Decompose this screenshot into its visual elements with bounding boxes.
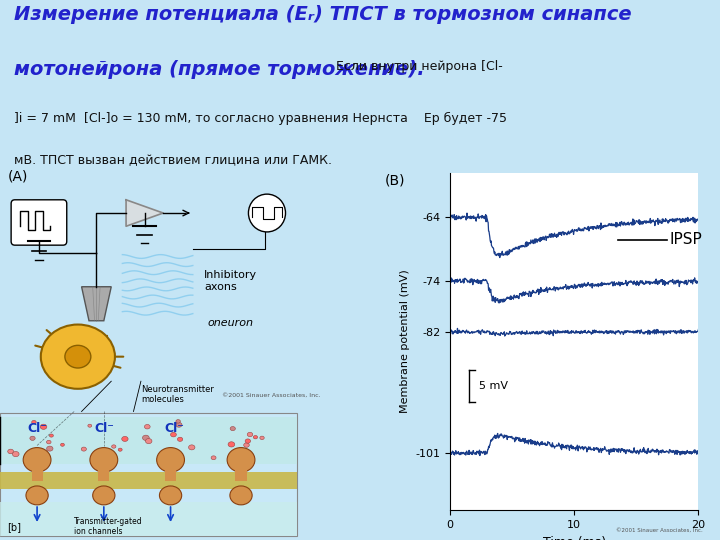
Text: Transmitter-gated
ion channels: Transmitter-gated ion channels	[74, 517, 143, 536]
Text: (B): (B)	[384, 173, 405, 187]
Ellipse shape	[145, 424, 150, 429]
Text: Cl⁻: Cl⁻	[164, 422, 184, 435]
X-axis label: Time (ms): Time (ms)	[543, 536, 606, 540]
Ellipse shape	[227, 448, 255, 472]
Ellipse shape	[189, 445, 195, 450]
Text: Если внутри нейрона [Cl-: Если внутри нейрона [Cl-	[332, 60, 503, 73]
Text: мВ. ТПСТ вызван действием глицина или ГАМК.: мВ. ТПСТ вызван действием глицина или ГА…	[14, 154, 333, 167]
Ellipse shape	[81, 447, 86, 451]
Ellipse shape	[230, 486, 252, 505]
Ellipse shape	[230, 427, 235, 430]
Ellipse shape	[177, 437, 183, 441]
Polygon shape	[126, 200, 163, 226]
Text: oneuron: oneuron	[207, 318, 253, 328]
Bar	[0, 502, 297, 536]
Ellipse shape	[228, 442, 235, 447]
Y-axis label: Membrane potential (mV): Membrane potential (mV)	[400, 269, 410, 414]
Bar	[0, 472, 297, 481]
Text: Inhibitory
axons: Inhibitory axons	[204, 270, 257, 292]
Ellipse shape	[40, 424, 47, 429]
Text: [b]: [b]	[7, 522, 22, 532]
Ellipse shape	[122, 436, 128, 441]
Text: (A): (A)	[7, 170, 28, 184]
Ellipse shape	[90, 448, 118, 472]
Text: Cl⁻: Cl⁻	[27, 422, 47, 435]
Ellipse shape	[60, 443, 64, 446]
Bar	[98, 464, 109, 482]
Ellipse shape	[93, 486, 115, 505]
Bar	[0, 417, 297, 464]
Text: 5 mV: 5 mV	[479, 381, 508, 391]
Ellipse shape	[50, 434, 53, 437]
Ellipse shape	[176, 420, 181, 423]
Ellipse shape	[23, 448, 51, 472]
Text: ]i = 7 mM  [Cl-]o = 130 mM, то согласно уравнения Нернста    Ep будет -75: ]i = 7 mM [Cl-]o = 130 mM, то согласно у…	[14, 112, 508, 125]
Bar	[32, 464, 42, 482]
Ellipse shape	[32, 421, 36, 424]
FancyBboxPatch shape	[11, 200, 67, 245]
Bar	[165, 464, 176, 482]
Ellipse shape	[8, 449, 14, 454]
Ellipse shape	[12, 451, 19, 457]
Text: Измерение потенциала (Eᵣ) ТПСТ в тормозном синапсе: Измерение потенциала (Eᵣ) ТПСТ в тормозн…	[14, 5, 632, 24]
Ellipse shape	[143, 435, 149, 441]
Ellipse shape	[145, 438, 152, 444]
Text: Cl⁻: Cl⁻	[94, 422, 114, 435]
Text: IPSP: IPSP	[670, 232, 703, 247]
Ellipse shape	[157, 448, 184, 472]
Ellipse shape	[65, 346, 91, 368]
Ellipse shape	[243, 443, 249, 447]
Ellipse shape	[211, 456, 216, 460]
Text: ©2001 Sinauer Associates, Inc.: ©2001 Sinauer Associates, Inc.	[616, 528, 703, 532]
Bar	[235, 464, 246, 482]
Ellipse shape	[247, 433, 253, 437]
Ellipse shape	[112, 445, 116, 448]
Ellipse shape	[30, 436, 35, 440]
Ellipse shape	[47, 440, 51, 444]
Ellipse shape	[253, 436, 258, 439]
Ellipse shape	[248, 194, 286, 232]
Polygon shape	[81, 287, 111, 321]
Ellipse shape	[159, 486, 181, 505]
Ellipse shape	[88, 424, 91, 427]
Bar	[0, 414, 297, 536]
Text: Neurotransmitter
molecules: Neurotransmitter molecules	[141, 385, 214, 404]
Ellipse shape	[176, 422, 182, 427]
Ellipse shape	[260, 436, 264, 440]
Ellipse shape	[47, 446, 53, 451]
Ellipse shape	[171, 433, 176, 437]
Text: ©2001 Sinauer Associates, Inc.: ©2001 Sinauer Associates, Inc.	[222, 393, 321, 397]
Ellipse shape	[41, 325, 115, 389]
Text: мотонейрона (прямое торможение).: мотонейрона (прямое торможение).	[14, 60, 425, 79]
Ellipse shape	[26, 486, 48, 505]
Ellipse shape	[245, 439, 251, 443]
Bar	[0, 481, 297, 489]
Ellipse shape	[118, 448, 122, 451]
